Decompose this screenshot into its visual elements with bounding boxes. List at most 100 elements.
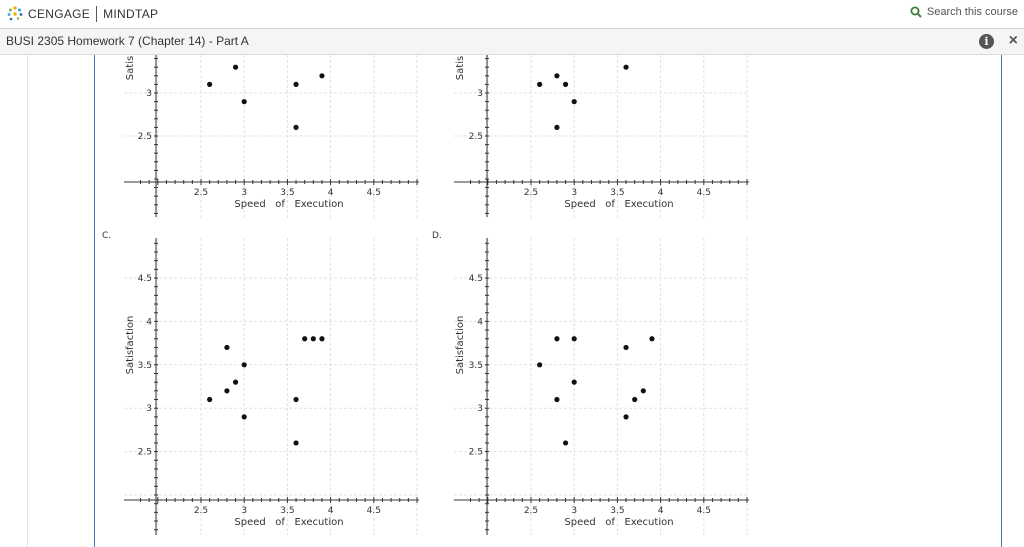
y-axis-label: Satis xyxy=(125,56,136,80)
x-tick-label: 4 xyxy=(658,506,664,516)
data-point xyxy=(241,99,247,105)
x-tick-label: 3 xyxy=(571,188,577,198)
x-tick-label: 3.5 xyxy=(610,188,624,198)
x-tick-label: 4 xyxy=(328,506,334,516)
brand-mindtap: MINDTAP xyxy=(103,7,159,21)
data-point xyxy=(632,396,638,403)
data-point xyxy=(232,379,239,385)
data-point xyxy=(554,73,560,79)
y-tick-label: 2.5 xyxy=(138,132,152,142)
y-tick-label: 3 xyxy=(146,89,152,99)
question-content: 2.5 3 3.5 4 4.5 3 2.5 Speed of Execution Satis 2.… xyxy=(0,55,1024,547)
search-icon xyxy=(910,6,922,18)
data-point xyxy=(241,414,247,420)
data-point xyxy=(302,336,308,342)
data-point xyxy=(623,64,629,70)
data-point xyxy=(640,388,646,394)
x-axis-label: Speed of Execution xyxy=(234,517,343,528)
data-point xyxy=(293,396,299,403)
content-right-border xyxy=(1001,55,1002,547)
cengage-logo[interactable]: CENGAGE MINDTAP xyxy=(6,5,158,23)
data-point xyxy=(207,81,213,87)
x-tick-label: 3 xyxy=(241,188,247,198)
y-tick-label: 3.5 xyxy=(138,361,152,371)
x-tick-label: 4.5 xyxy=(697,188,711,198)
top-bar: CENGAGE MINDTAP Search this course xyxy=(0,0,1024,29)
data-point xyxy=(562,81,569,87)
x-tick-label: 3 xyxy=(241,506,247,516)
data-point xyxy=(554,124,560,130)
data-point xyxy=(319,73,325,79)
brand-cengage: CENGAGE xyxy=(28,7,91,21)
left-margin-line xyxy=(27,55,28,547)
content-left-border xyxy=(94,55,95,547)
x-tick-label: 4.5 xyxy=(697,506,711,516)
data-point xyxy=(293,81,299,87)
cengage-dots-logo-icon xyxy=(7,6,23,21)
y-tick-label: 2.5 xyxy=(138,448,152,458)
x-tick-label: 2.5 xyxy=(524,188,538,198)
search-course-button[interactable]: Search this course xyxy=(910,6,1018,18)
data-point xyxy=(207,396,213,403)
data-point xyxy=(293,440,299,446)
x-tick-label: 2.5 xyxy=(194,188,208,198)
y-tick-label: 3 xyxy=(477,404,483,414)
y-tick-label: 3 xyxy=(477,89,483,99)
y-axis-label: Satisfaction xyxy=(125,316,136,375)
y-tick-label: 3 xyxy=(146,404,152,414)
data-point xyxy=(571,336,577,342)
x-axis-label: Speed of Execution xyxy=(234,199,343,210)
y-tick-label: 2.5 xyxy=(469,132,483,142)
close-icon[interactable]: × xyxy=(1008,32,1018,49)
x-tick-label: 4.5 xyxy=(367,506,381,516)
scatter-plot-bottom-right: 2.5 3 3.5 4 4.5 4.5 4 3.5 3 2.5 Speed of Execution… xyxy=(432,231,749,535)
data-point xyxy=(232,64,239,70)
data-point xyxy=(623,414,629,420)
x-tick-label: 3.5 xyxy=(280,506,294,516)
data-point xyxy=(571,99,577,105)
x-tick-label: 2.5 xyxy=(524,506,538,516)
x-tick-label: 4 xyxy=(658,188,664,198)
y-tick-label: 4.5 xyxy=(469,274,483,284)
data-point xyxy=(537,362,543,368)
info-icon[interactable]: i xyxy=(979,34,994,49)
data-point xyxy=(224,344,230,351)
y-tick-label: 4.5 xyxy=(138,274,152,284)
x-tick-label: 3 xyxy=(571,506,577,516)
x-tick-label: 4 xyxy=(328,188,334,198)
x-tick-label: 2.5 xyxy=(194,506,208,516)
y-axis-label: Satisfaction xyxy=(455,316,466,375)
x-tick-label: 3.5 xyxy=(610,506,624,516)
option-label: C. xyxy=(102,231,111,241)
data-point xyxy=(224,388,230,394)
data-point xyxy=(562,440,569,446)
page-title: BUSI 2305 Homework 7 (Chapter 14) - Part… xyxy=(6,34,249,48)
scatter-plot-top-right: 2.5 3 3.5 4 4.5 3 2.5 Speed of Execution Satis xyxy=(454,55,749,219)
x-tick-label: 4.5 xyxy=(367,188,381,198)
y-axis-label: Satis xyxy=(455,56,466,80)
brand-divider xyxy=(96,6,98,22)
title-bar: BUSI 2305 Homework 7 (Chapter 14) - Part… xyxy=(0,29,1024,55)
scatter-plot-bottom-left: 2.5 3 3.5 4 4.5 4.5 4 3.5 3 2.5 Speed of Execution… xyxy=(102,231,419,535)
data-point xyxy=(623,344,629,351)
data-point xyxy=(293,124,299,130)
y-tick-label: 3.5 xyxy=(469,361,483,371)
data-point xyxy=(649,336,655,342)
data-point xyxy=(537,81,543,87)
data-point xyxy=(554,396,560,403)
data-point xyxy=(241,362,247,368)
x-axis-label: Speed of Execution xyxy=(564,517,673,528)
search-label: Search this course xyxy=(926,6,1018,18)
data-point xyxy=(571,379,577,385)
y-tick-label: 4 xyxy=(146,317,152,327)
data-point xyxy=(310,336,316,342)
x-tick-label: 3.5 xyxy=(280,188,294,198)
data-point xyxy=(554,336,560,342)
option-label: D. xyxy=(432,231,442,241)
y-tick-label: 2.5 xyxy=(469,448,483,458)
x-axis-label: Speed of Execution xyxy=(564,199,673,210)
scatter-plot-top-left: 2.5 3 3.5 4 4.5 3 2.5 Speed of Execution Satis xyxy=(124,55,419,219)
data-point xyxy=(319,336,325,342)
y-tick-label: 4 xyxy=(477,317,483,327)
